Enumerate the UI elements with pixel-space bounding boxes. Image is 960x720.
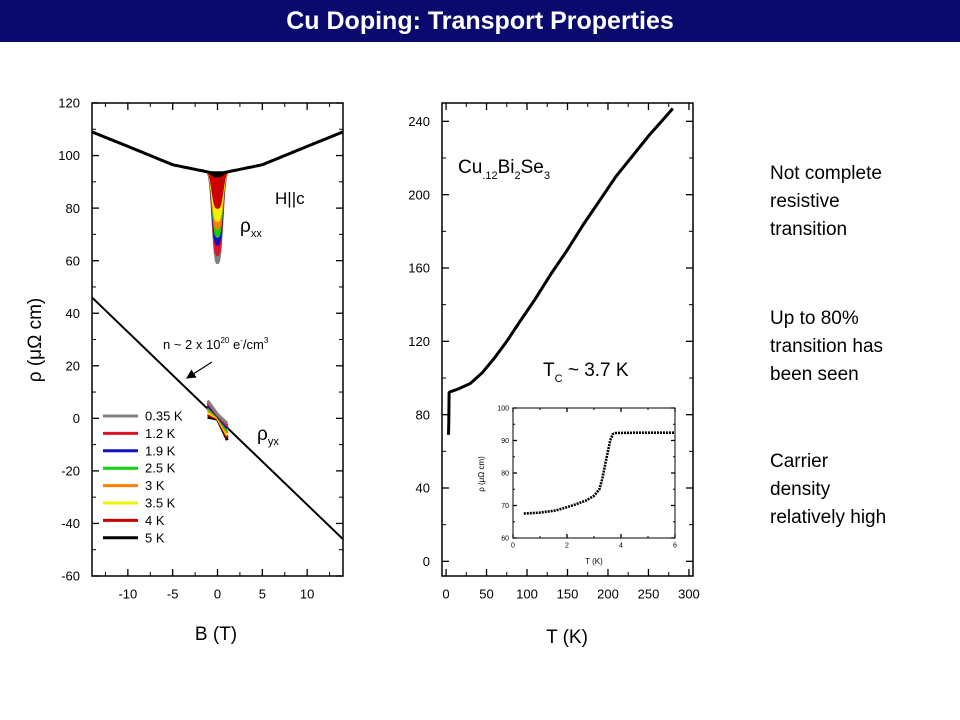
x-tick-label: 250 (638, 586, 660, 601)
rho-xx-dip-curves (205, 171, 230, 264)
legend-label: 1.9 K (145, 443, 176, 458)
legend-label: 0.35 K (145, 409, 183, 424)
note-line: been seen (770, 364, 859, 385)
y-tick-label: 120 (58, 96, 80, 111)
y-tick-label: 40 (416, 481, 430, 496)
rho-xx-normal-curve (91, 130, 344, 176)
y-tick-label: 0 (423, 554, 430, 569)
chart1-y-axis: -60 -40 -20 0 20 40 60 80 100 120 (58, 96, 343, 584)
inset-y-axis-label: ρ (μΩ cm) (477, 456, 486, 492)
legend-label: 2.5 K (145, 461, 176, 476)
y-tick-label: 40 (66, 306, 80, 321)
slide-title-bar: Cu Doping: Transport Properties (0, 0, 960, 42)
note-line: density (770, 479, 831, 500)
x-tick-label: 0 (442, 586, 449, 601)
y-tick-label: 0 (73, 411, 80, 426)
tc-label: TC ~ 3.7 K (543, 360, 629, 385)
y-tick-label: 80 (66, 201, 80, 216)
note-line: Up to 80% (770, 308, 859, 329)
y-tick-label: 120 (408, 334, 430, 349)
x-tick-label: 0 (511, 543, 515, 550)
legend-label: 5 K (145, 530, 165, 545)
y-tick-label: 160 (408, 261, 430, 276)
x-tick-label: 200 (597, 586, 619, 601)
chart1-y-axis-label: ρ (μΩ cm) (25, 298, 46, 383)
y-tick-label: 70 (501, 503, 509, 510)
y-tick-label: 80 (416, 407, 430, 422)
x-tick-label: 300 (678, 586, 700, 601)
rho-yx-curve-0-35-K (206, 399, 229, 425)
rho-xx-label: ρxx (240, 216, 262, 240)
x-tick-label: 2 (565, 543, 569, 550)
chart1-x-axis-label: B (T) (195, 624, 237, 645)
x-tick-label: -10 (118, 586, 137, 601)
y-tick-label: -20 (61, 464, 80, 479)
slide-title: Cu Doping: Transport Properties (286, 6, 674, 35)
resistivity-curve (447, 107, 674, 435)
y-tick-label: 200 (408, 187, 430, 202)
note-line: transition (770, 219, 848, 240)
x-tick-label: 100 (516, 586, 538, 601)
note-transition-fraction: Up to 80% transition has been seen (770, 305, 950, 389)
y-tick-label: -60 (61, 569, 80, 584)
y-tick-label: 100 (58, 148, 80, 163)
x-tick-label: 10 (300, 586, 314, 601)
y-tick-label: 60 (501, 536, 509, 543)
legend-label: 3.5 K (145, 496, 176, 511)
inset-y-axis: 60 70 80 90 100 (497, 406, 675, 543)
x-tick-label: 0 (214, 586, 221, 601)
x-tick-label: -5 (167, 586, 179, 601)
y-tick-label: 100 (497, 406, 509, 413)
x-tick-label: 150 (557, 586, 579, 601)
inset-x-axis: 0 2 4 6 (511, 408, 677, 550)
y-tick-label: 60 (66, 253, 80, 268)
y-tick-label: 20 (66, 358, 80, 373)
y-tick-label: 90 (501, 438, 509, 445)
legend-label: 4 K (145, 513, 165, 528)
inset-frame (512, 407, 676, 539)
compound-label: Cu.12Bi2Se3 (458, 157, 550, 182)
note-line: Carrier (770, 451, 829, 472)
field-direction-label: H||c (275, 189, 305, 208)
x-tick-label: 5 (259, 586, 266, 601)
legend-label: 3 K (145, 478, 165, 493)
rho-yx-label: ρyx (257, 424, 279, 448)
y-tick-label: 80 (501, 471, 509, 478)
y-tick-label: -40 (61, 516, 80, 531)
note-line: relatively high (770, 507, 887, 528)
note-line: resistive (770, 191, 840, 212)
rho-xx-curve-4-K (205, 171, 230, 209)
note-resistive-transition: Not complete resistive transition (770, 160, 950, 244)
chart2-x-axis: 0 50 100 150 200 250 300 (442, 103, 700, 601)
note-carrier-density: Carrier density relatively high (770, 448, 950, 532)
legend-label: 1.2 K (145, 426, 176, 441)
note-line: Not complete (770, 163, 882, 184)
chart1-x-axis: -10 -5 0 5 10 (104, 103, 331, 601)
inset-resistivity-curve (523, 431, 675, 515)
y-tick-label: 240 (408, 114, 430, 129)
x-tick-label: 6 (673, 543, 677, 550)
inset-x-axis-label: T (K) (585, 557, 603, 566)
magnetotransport-chart: -60 -40 -20 0 20 40 60 80 100 120 -10 -5 0 5 10 0.35 … (25, 96, 344, 645)
carrier-density-label: n ~ 2 x 1020 e-/cm3 (163, 336, 269, 352)
rho-yx-low-field-curves (206, 399, 229, 441)
temperature-legend: 0.35 K 1.2 K 1.9 K 2.5 K 3 K 3.5 K 4 K 5 K (103, 409, 183, 545)
inset-chart: 60 70 80 90 100 0 2 4 6 T (K) ρ (μΩ cm) (477, 406, 677, 566)
carrier-arrow (185, 361, 213, 379)
x-tick-label: 50 (479, 586, 493, 601)
note-line: transition has (770, 336, 884, 357)
chart2-x-axis-label: T (K) (546, 627, 588, 648)
x-tick-label: 4 (619, 543, 623, 550)
